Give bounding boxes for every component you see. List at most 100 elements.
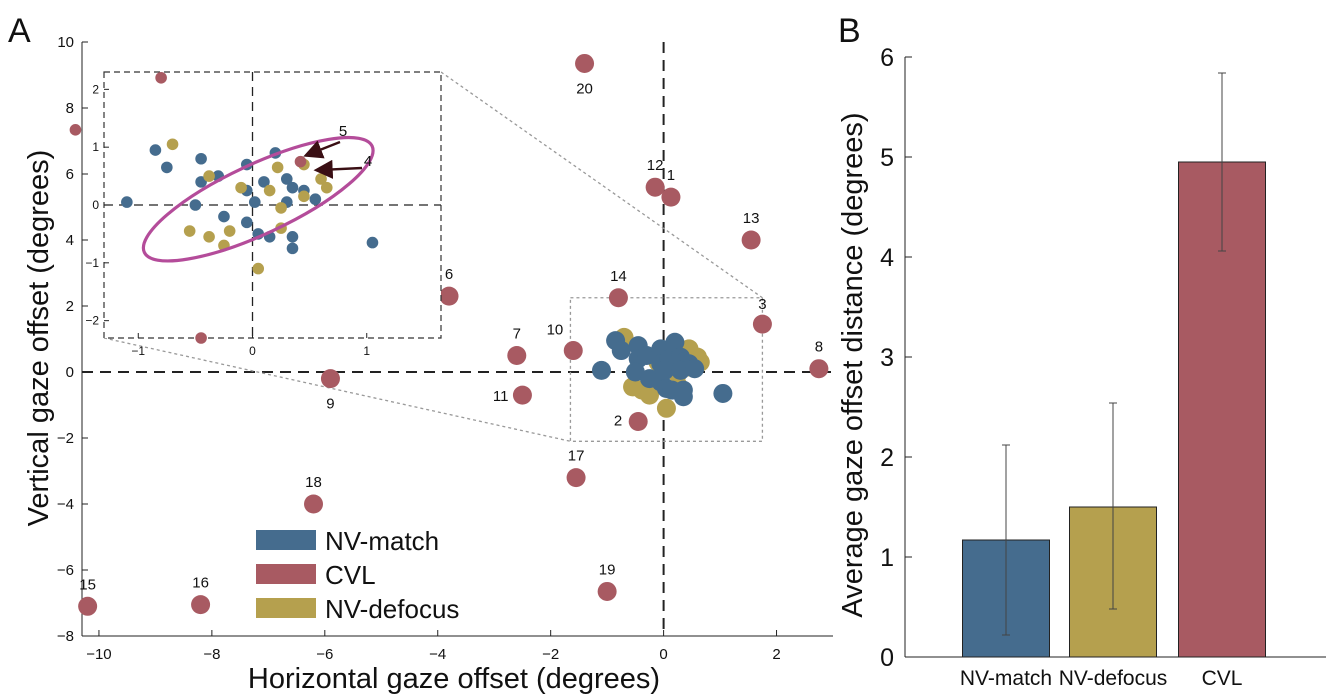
panel-a-y-tick-label: 0: [66, 364, 74, 381]
inset-point-nv-defocus: [320, 181, 333, 194]
zoom-connector-line: [440, 71, 763, 299]
inset-point-nv-defocus: [166, 138, 179, 151]
inset-y-tick-label: 1: [92, 140, 99, 154]
panel-a-x-tick-label: −2: [542, 646, 559, 663]
data-point-nv-defocus: [656, 398, 676, 418]
data-point-cvl: [741, 230, 761, 250]
data-point-cvl: [645, 177, 665, 197]
inset-point-nv-defocus: [275, 202, 287, 214]
panel-a-y-tick-label: 4: [66, 232, 74, 249]
data-point-cvl: [661, 187, 681, 207]
point-label: 1: [667, 167, 675, 184]
legend-swatch: [256, 530, 316, 550]
panel-b-y-tick-label: 4: [880, 244, 894, 272]
panel-a-y-tick-label: 8: [66, 100, 74, 117]
panel-a-y-tick-label: −4: [57, 496, 74, 513]
category-label: NV-defocus: [1059, 667, 1168, 690]
point-label: 2: [614, 413, 622, 430]
panel-a-y-tick-label: 2: [66, 298, 74, 315]
inset-point-nv-match: [286, 231, 299, 243]
data-point-cvl: [752, 314, 772, 334]
inset-point-cvl: [195, 332, 207, 344]
data-point-cvl: [608, 288, 628, 308]
inset-point-nv-match: [195, 176, 207, 188]
inset-point-nv-defocus: [298, 190, 310, 203]
data-point-cvl: [575, 53, 595, 73]
annotation-arrow: [313, 159, 363, 179]
inset-point-nv-match: [121, 196, 133, 208]
category-label: CVL: [1202, 667, 1243, 690]
panel-a-y-tick-label: 10: [57, 34, 74, 51]
point-label: 3: [758, 296, 766, 313]
inset-point-nv-match: [286, 181, 299, 194]
data-point-nv-match: [665, 332, 685, 352]
annotation-label: 4: [364, 153, 372, 170]
data-point-cvl: [566, 468, 586, 488]
data-point-nv-defocus: [623, 377, 643, 397]
point-label: 13: [743, 210, 760, 227]
data-point-nv-match: [685, 359, 705, 379]
inset-y-tick-label: 0: [92, 198, 99, 212]
inset-point-nv-defocus: [223, 225, 236, 237]
annotation-label: 5: [339, 123, 347, 140]
panel-a-x-tick-label: 0: [659, 646, 667, 663]
inset-point-nv-defocus: [183, 225, 196, 237]
panel-a-label: A: [8, 12, 31, 50]
point-label: 16: [192, 575, 209, 592]
point-label: 20: [576, 80, 593, 97]
inset-point-nv-match: [309, 193, 322, 206]
panel-a-xlabel: Horizontal gaze offset (degrees): [248, 663, 660, 694]
point-label: 18: [305, 474, 322, 491]
inset-point-nv-match: [218, 210, 230, 223]
inset-point-nv-match: [366, 236, 379, 249]
point-label: 14: [610, 268, 627, 285]
inset-point-cvl: [294, 155, 307, 168]
inset-point-nv-match: [189, 199, 202, 211]
zoom-connector-line: [103, 337, 571, 442]
data-point-nv-match: [591, 360, 611, 380]
inset-point-nv-defocus: [252, 262, 265, 275]
panel-b-y-tick-label: 3: [880, 344, 894, 372]
data-point-nv-match: [611, 341, 631, 361]
data-point-cvl: [304, 494, 324, 514]
panel-a-x-tick-label: −4: [429, 646, 446, 663]
point-label: 8: [815, 339, 823, 356]
panel-a-x-tick-label: −10: [86, 646, 111, 663]
confidence-ellipse: [141, 135, 375, 263]
panel-b-ylabel: Average gaze offset distance (degrees): [837, 112, 869, 617]
data-point-cvl: [563, 341, 583, 361]
panel-a-x-tick-label: −8: [203, 646, 220, 663]
data-point-cvl: [439, 286, 459, 306]
point-label: 7: [513, 326, 521, 343]
category-label: NV-match: [960, 667, 1052, 690]
annotation-arrow: [303, 140, 341, 159]
inset-x-tick-label: −1: [131, 344, 145, 358]
data-point-cvl: [191, 595, 211, 615]
panel-b-y-tick-label: 0: [880, 644, 894, 672]
panel-b-plot: 0 1 2 3 4 5 6 NV-match NV-defocus CVL: [880, 44, 1326, 690]
inset-point-nv-defocus: [263, 184, 276, 197]
data-point-nv-match: [655, 360, 675, 380]
point-label: 19: [599, 561, 616, 578]
panel-b-y-tick-label: 6: [880, 44, 894, 72]
inset-x-tick-label: 0: [249, 344, 256, 358]
panel-a-y-tick-label: −2: [57, 430, 74, 447]
inset-x-tick-label: 1: [363, 344, 370, 358]
inset-point-nv-match: [240, 216, 253, 229]
point-label: 6: [445, 266, 453, 283]
panel-a-x-tick-label: 2: [772, 646, 780, 663]
inset-point-nv-defocus: [271, 161, 284, 174]
panel-a-x-tick-label: −6: [316, 646, 333, 663]
data-point-nv-match: [671, 360, 691, 380]
panel-b-y-tick-label: 2: [880, 444, 894, 472]
inset-point-cvl: [155, 71, 167, 84]
legend-label: CVL: [325, 560, 376, 590]
panel-a-y-tick-label: −8: [57, 628, 74, 645]
point-label: 9: [326, 396, 334, 413]
inset-point-nv-defocus: [235, 181, 247, 194]
point-label: 17: [568, 448, 585, 465]
legend-swatch: [256, 564, 316, 584]
data-point-cvl: [320, 369, 340, 389]
panel-a-ylabel: Vertical gaze offset (degrees): [23, 150, 55, 527]
